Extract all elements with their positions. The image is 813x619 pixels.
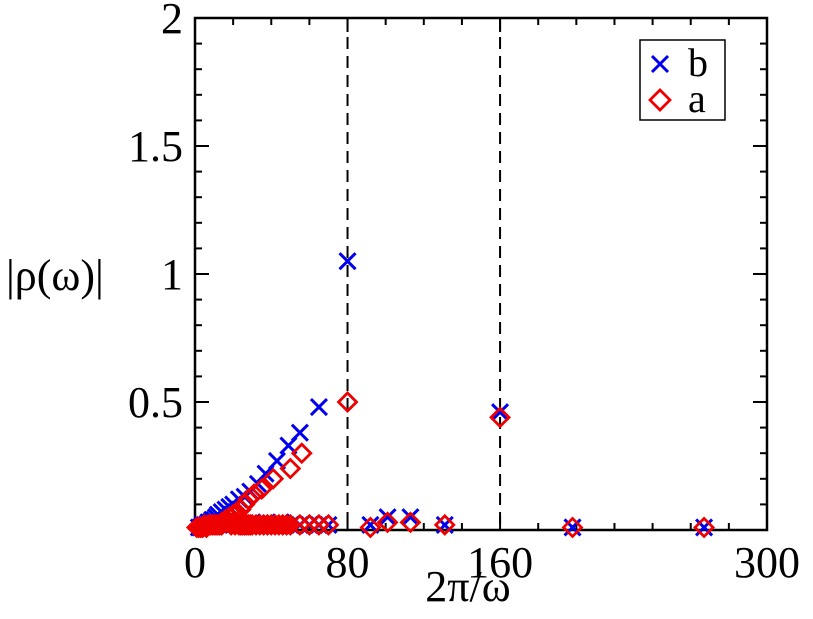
legend-label-b: b bbox=[688, 40, 708, 85]
b-point bbox=[401, 508, 420, 527]
y-tick-label: 1.5 bbox=[128, 122, 183, 171]
x-tick-label: 0 bbox=[184, 538, 206, 587]
x-tick-label: 80 bbox=[326, 538, 370, 587]
a-point bbox=[279, 513, 302, 536]
b-point-stroke bbox=[267, 451, 287, 470]
a-point bbox=[399, 511, 422, 534]
x-tick-label: 300 bbox=[734, 538, 800, 587]
a-point bbox=[290, 442, 313, 465]
y-axis-label: |ρ(ω)| bbox=[6, 251, 104, 300]
a-point bbox=[307, 513, 330, 536]
b-point bbox=[563, 518, 582, 537]
b-point-stroke bbox=[491, 403, 510, 422]
legend-b-icon bbox=[650, 54, 670, 74]
b-point bbox=[378, 508, 397, 527]
b-point-stroke bbox=[338, 252, 357, 271]
a-point bbox=[250, 478, 273, 501]
b-point bbox=[309, 398, 328, 417]
b-point-stroke bbox=[309, 398, 328, 417]
a-point bbox=[243, 483, 266, 506]
a-point bbox=[561, 516, 584, 539]
b-point-stroke bbox=[401, 508, 420, 527]
b-point bbox=[290, 423, 309, 442]
a-point bbox=[279, 457, 302, 480]
a-point bbox=[237, 488, 260, 511]
a-point bbox=[298, 513, 321, 536]
a-point bbox=[288, 513, 311, 536]
legend-a-icon bbox=[648, 88, 672, 112]
x-axis-label: 2π/ω bbox=[425, 562, 510, 611]
a-point bbox=[262, 467, 285, 490]
a-point bbox=[359, 516, 382, 539]
b-point bbox=[491, 403, 510, 422]
y-tick-label: 2 bbox=[161, 0, 183, 43]
legend-box bbox=[639, 39, 726, 121]
a-point bbox=[271, 513, 294, 536]
a-point bbox=[693, 516, 716, 539]
a-point bbox=[336, 391, 359, 413]
b-point bbox=[695, 518, 714, 537]
y-tick-label: 1 bbox=[161, 250, 183, 299]
legend-label-a: a bbox=[688, 76, 706, 121]
b-point-stroke bbox=[378, 508, 397, 527]
y-tick-label: 0.5 bbox=[128, 378, 183, 427]
a-point bbox=[433, 513, 456, 536]
a-point bbox=[317, 513, 340, 536]
a-point bbox=[489, 406, 512, 429]
x-tick-label: 160 bbox=[467, 538, 533, 587]
b-point-stroke bbox=[290, 423, 309, 442]
b-point bbox=[338, 252, 357, 271]
a-point bbox=[376, 511, 399, 534]
